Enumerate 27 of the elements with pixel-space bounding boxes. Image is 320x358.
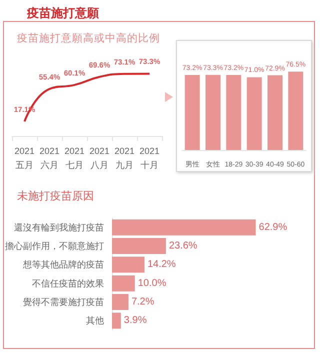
bar [112, 256, 144, 273]
bar [112, 238, 166, 254]
y-tick-label: 其他 [86, 316, 104, 326]
x-tick-label: 2021 十月 [139, 146, 160, 170]
bar [112, 294, 128, 310]
data-label: 3.9% [124, 315, 147, 326]
y-tick-label: 擔心副作用，不願意施打 [5, 241, 104, 251]
y-tick-label: 覺得不需要施打疫苗 [23, 297, 104, 307]
x-tick-label: 2021 八月 [89, 146, 110, 170]
x-tick-label: 2021 九月 [114, 146, 135, 170]
y-tick-label: 還沒有輪到我施打疫苗 [14, 222, 104, 232]
chart-title: 未施打疫苗原因 [17, 190, 94, 202]
bar [112, 312, 121, 329]
data-label: 23.6% [168, 240, 198, 252]
x-tick-label: 2021 七月 [64, 146, 85, 170]
data-label: 7.2% [131, 296, 154, 308]
x-tick-label: 2021 六月 [39, 146, 60, 170]
bar [112, 219, 256, 236]
y-tick-label: 不信任疫苗的效果 [32, 278, 104, 288]
x-tick-label: 2021 五月 [14, 146, 35, 170]
data-label: 62.9% [258, 222, 288, 233]
y-tick-label: 想等其他品牌的疫苗 [22, 260, 104, 270]
data-label: 14.2% [147, 259, 176, 270]
data-label: 10.0% [138, 278, 166, 289]
bar [112, 275, 135, 292]
chart-subtitle: 疫苗施打意願高或中高的比例 [17, 32, 160, 44]
chart-title: 疫苗施打意願 [26, 6, 99, 20]
